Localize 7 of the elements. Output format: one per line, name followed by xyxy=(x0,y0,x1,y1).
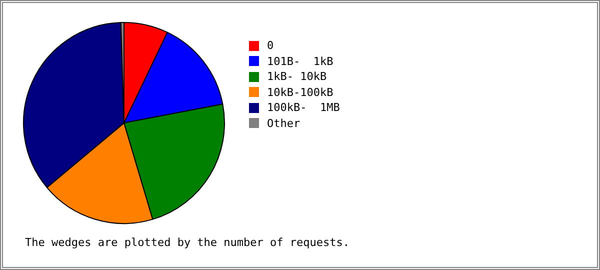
legend-label: 1kB- 10kB xyxy=(267,70,327,84)
legend-label: 10kB-100kB xyxy=(267,86,334,99)
legend-label: 101B- 1kB xyxy=(267,54,334,68)
legend-label: 100kB- 1MB xyxy=(267,101,340,114)
text: The wedges are plotted by the number of requests. xyxy=(25,236,350,249)
legend-label: 0 xyxy=(267,39,274,52)
legend-label: Other xyxy=(267,116,300,130)
